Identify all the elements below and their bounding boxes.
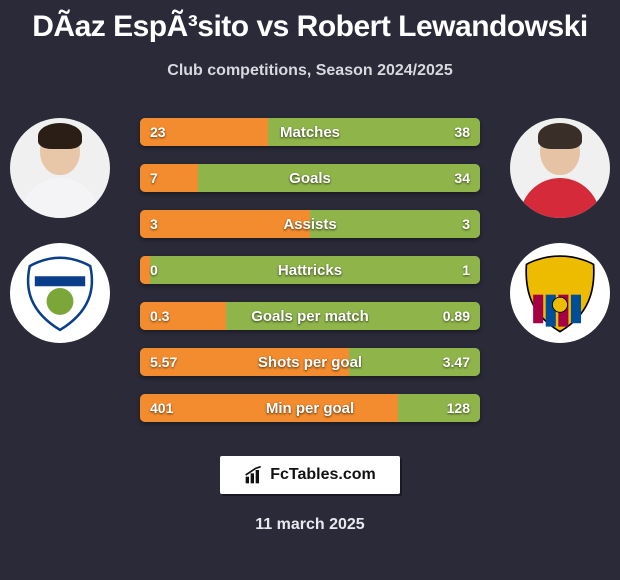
player-left-silhouette [20, 123, 100, 218]
stat-value-right: 3 [452, 210, 480, 238]
stat-value-right: 1 [452, 256, 480, 284]
branding-badge: FcTables.com [220, 456, 400, 494]
player-left-avatar [10, 118, 110, 218]
page-title: DÃ­az EspÃ³sito vs Robert Lewandowski [0, 0, 620, 44]
stat-value-left: 0.3 [140, 302, 179, 330]
club-right-crest-svg [518, 251, 602, 335]
stat-row: 33Assists [140, 210, 480, 238]
branding-text: FcTables.com [270, 466, 376, 484]
stat-row: 401128Min per goal [140, 394, 480, 422]
stat-value-left: 0 [140, 256, 168, 284]
stat-value-left: 3 [140, 210, 168, 238]
stat-row: 01Hattricks [140, 256, 480, 284]
stat-bar-right-fill [150, 256, 480, 284]
club-left-crest-svg [18, 251, 102, 335]
date-stamp: 11 march 2025 [0, 516, 620, 534]
stat-bars: 2338Matches734Goals33Assists01Hattricks0… [140, 118, 480, 440]
stat-value-right: 38 [444, 118, 480, 146]
comparison-panel: 2338Matches734Goals33Assists01Hattricks0… [0, 108, 620, 438]
stat-value-right: 0.89 [433, 302, 480, 330]
stat-row: 5.573.47Shots per goal [140, 348, 480, 376]
stat-value-left: 401 [140, 394, 183, 422]
subtitle: Club competitions, Season 2024/2025 [0, 62, 620, 80]
club-left-crest [10, 243, 110, 343]
stat-bar-right-fill [198, 164, 480, 192]
stat-value-left: 7 [140, 164, 168, 192]
player-right-avatar [510, 118, 610, 218]
player-right-silhouette [520, 123, 600, 218]
stat-row: 2338Matches [140, 118, 480, 146]
stat-value-right: 34 [444, 164, 480, 192]
club-right-crest [510, 243, 610, 343]
stat-row: 0.30.89Goals per match [140, 302, 480, 330]
stat-value-left: 5.57 [140, 348, 187, 376]
stat-value-right: 3.47 [433, 348, 480, 376]
stat-value-right: 128 [437, 394, 480, 422]
stat-value-left: 23 [140, 118, 176, 146]
fctables-logo-icon [244, 465, 264, 485]
stat-row: 734Goals [140, 164, 480, 192]
